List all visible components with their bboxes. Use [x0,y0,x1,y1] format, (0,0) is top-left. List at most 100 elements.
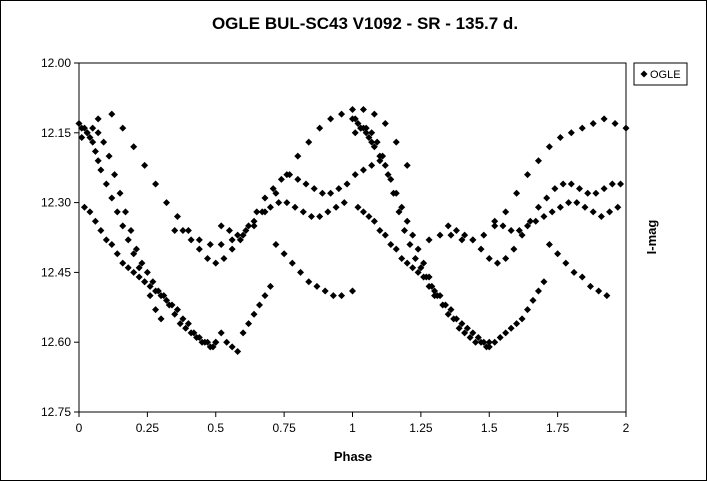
data-point [570,268,578,276]
data-point [395,208,403,216]
data-point [132,245,140,253]
data-point [545,240,553,248]
data-point [228,245,236,253]
data-point [351,129,359,137]
data-point [578,124,586,132]
y-tick-label: 12.75 [41,405,71,419]
data-point [534,287,542,295]
chart-title: OGLE BUL-SC43 V1092 - SR - 135.7 d. [212,14,518,33]
data-point [83,129,91,137]
data-point [452,315,460,323]
data-point [100,138,108,146]
data-point [305,278,313,286]
data-point [149,278,157,286]
y-axis-label: I-mag [644,220,659,255]
data-point [477,245,485,253]
data-point [269,185,277,193]
data-point [294,152,302,160]
data-point [313,282,321,290]
data-point [124,236,132,244]
data-point [234,231,242,239]
y-tick-label: 12.15 [41,126,71,140]
y-tick-label: 12.30 [41,196,71,210]
data-point [420,259,428,267]
data-point [261,292,269,300]
data-point [502,254,510,262]
data-point [592,189,600,197]
data-point [176,320,184,328]
data-point [513,320,521,328]
data-point [253,208,261,216]
data-point [491,222,499,230]
y-tick-label: 12.45 [41,265,71,279]
data-point [556,133,564,141]
data-point [581,203,589,211]
data-point [373,138,381,146]
data-points [75,106,630,356]
data-point [507,324,515,332]
data-point [327,115,335,123]
data-point [272,240,280,248]
data-point [463,324,471,332]
data-point [223,338,231,346]
data-point [138,259,146,267]
data-point [130,268,138,276]
data-point [425,236,433,244]
data-point [551,185,559,193]
data-point [589,119,597,127]
data-point [390,189,398,197]
data-point [141,161,149,169]
data-point [288,259,296,267]
data-point [329,292,337,300]
data-point [195,245,203,253]
data-point [534,157,542,165]
data-point [357,124,365,132]
data-point [168,301,176,309]
data-point [567,180,575,188]
data-point [573,199,581,207]
data-point [173,213,181,221]
data-point [280,250,288,258]
data-point [242,227,250,235]
data-point [119,124,127,132]
data-point [135,273,143,281]
data-point [381,231,389,239]
data-point [611,119,619,127]
data-point [485,343,493,351]
data-point [206,240,214,248]
data-point [266,282,274,290]
data-point [256,301,264,309]
data-point [108,240,116,248]
data-point [94,115,102,123]
data-point [245,320,253,328]
data-point [370,110,378,118]
x-tick-label: 1 [349,421,356,435]
data-point [436,292,444,300]
data-point [212,338,220,346]
data-point [261,194,269,202]
data-point [376,157,384,165]
data-point [86,133,94,141]
data-point [365,213,373,221]
data-point [469,329,477,337]
data-point [184,320,192,328]
data-point [392,138,400,146]
data-point [461,231,469,239]
x-tick-label: 0.25 [136,421,160,435]
data-point [548,208,556,216]
data-point [502,208,510,216]
data-point [455,324,463,332]
data-point [225,227,233,235]
data-point [403,259,411,267]
data-point [228,236,236,244]
data-point [299,208,307,216]
data-point [108,110,116,118]
data-point [94,157,102,165]
data-point [403,161,411,169]
data-point [179,227,187,235]
data-point [184,227,192,235]
data-point [75,119,83,127]
data-point [526,217,534,225]
data-point [603,292,611,300]
data-point [425,282,433,290]
